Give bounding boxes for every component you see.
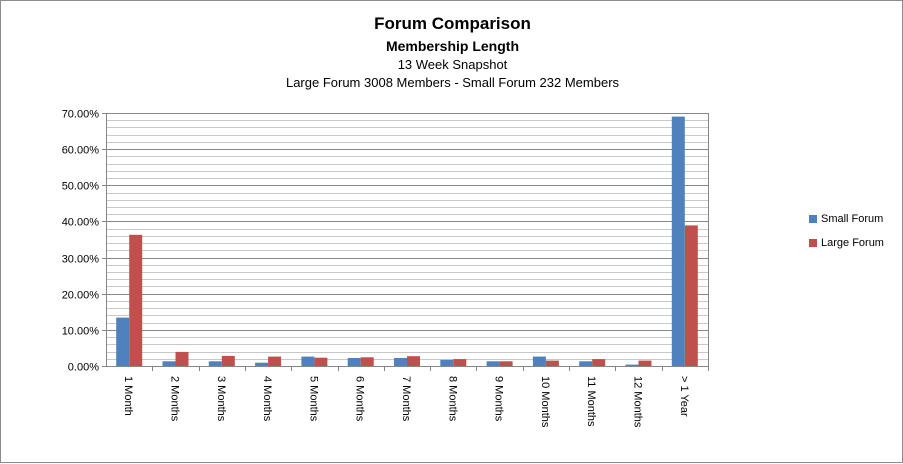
- x-tick-label: 9 Months: [493, 376, 505, 422]
- bar-small-forum: [440, 359, 454, 366]
- bar-small-forum: [625, 364, 639, 366]
- legend-swatch-large-forum: [809, 239, 817, 247]
- x-tick-label: 11 Months: [585, 376, 597, 427]
- bar-large-forum: [129, 234, 143, 366]
- legend-label-small-forum: Small Forum: [821, 213, 884, 225]
- bar-small-forum: [347, 358, 361, 366]
- bar-large-forum: [175, 351, 189, 366]
- bar-large-forum: [314, 357, 328, 366]
- x-tick-label: 7 Months: [400, 376, 412, 422]
- chart-legend: Small Forum Large Forum: [809, 213, 884, 261]
- y-tick-label: 30.00%: [62, 254, 100, 266]
- y-tick-label: 0.00%: [68, 362, 99, 374]
- x-tick-label: 5 Months: [307, 376, 319, 422]
- bar-large-forum: [453, 359, 467, 366]
- chart-subtitle: Membership Length: [385, 38, 519, 54]
- legend-item-small-forum: Small Forum: [809, 213, 884, 225]
- bar-small-forum: [394, 358, 407, 366]
- bar-large-forum: [684, 225, 698, 366]
- chart-title: Forum Comparison: [374, 14, 531, 33]
- chart-subtitle-snapshot: 13 Week Snapshot: [397, 57, 508, 72]
- x-tick-label: 3 Months: [215, 376, 227, 422]
- y-tick-label: 10.00%: [62, 326, 100, 338]
- x-tick-label: 2 Months: [169, 376, 181, 422]
- bar-small-forum: [301, 356, 315, 366]
- bar-large-forum: [407, 356, 420, 366]
- bar-small-forum: [486, 361, 500, 366]
- bar-small-forum: [116, 317, 130, 366]
- y-tick-label: 60.00%: [62, 145, 100, 157]
- x-tick-label: > 1 Year: [678, 376, 690, 417]
- bar-large-forum: [221, 355, 235, 366]
- legend-item-large-forum: Large Forum: [809, 237, 884, 249]
- bar-small-forum: [162, 361, 176, 366]
- bar-small-forum: [255, 362, 269, 366]
- bar-large-forum: [268, 356, 282, 366]
- x-tick-label: 8 Months: [446, 376, 458, 422]
- x-tick-label: 6 Months: [354, 376, 366, 422]
- y-tick-label: 70.00%: [62, 109, 100, 121]
- bar-large-forum: [360, 357, 374, 366]
- chart-subtitle-members: Large Forum 3008 Members - Small Forum 2…: [285, 75, 620, 90]
- y-tick-label: 20.00%: [62, 290, 100, 302]
- y-tick-label: 40.00%: [62, 217, 100, 229]
- x-tick-label: 10 Months: [539, 376, 551, 428]
- bar-large-forum: [592, 359, 606, 366]
- bar-large-forum: [499, 361, 513, 366]
- x-tick-label: 12 Months: [632, 376, 644, 428]
- legend-label-large-forum: Large Forum: [821, 237, 884, 249]
- x-tick-label: 1 Month: [122, 376, 134, 416]
- bar-small-forum: [579, 361, 593, 366]
- y-tick-label: 50.00%: [62, 181, 100, 193]
- bar-small-forum: [532, 356, 546, 366]
- bar-large-forum: [638, 360, 652, 366]
- bar-large-forum: [545, 360, 559, 366]
- bar-small-forum: [208, 361, 222, 366]
- bar-small-forum: [671, 116, 685, 366]
- x-tick-label: 4 Months: [261, 376, 273, 422]
- legend-swatch-small-forum: [809, 215, 817, 223]
